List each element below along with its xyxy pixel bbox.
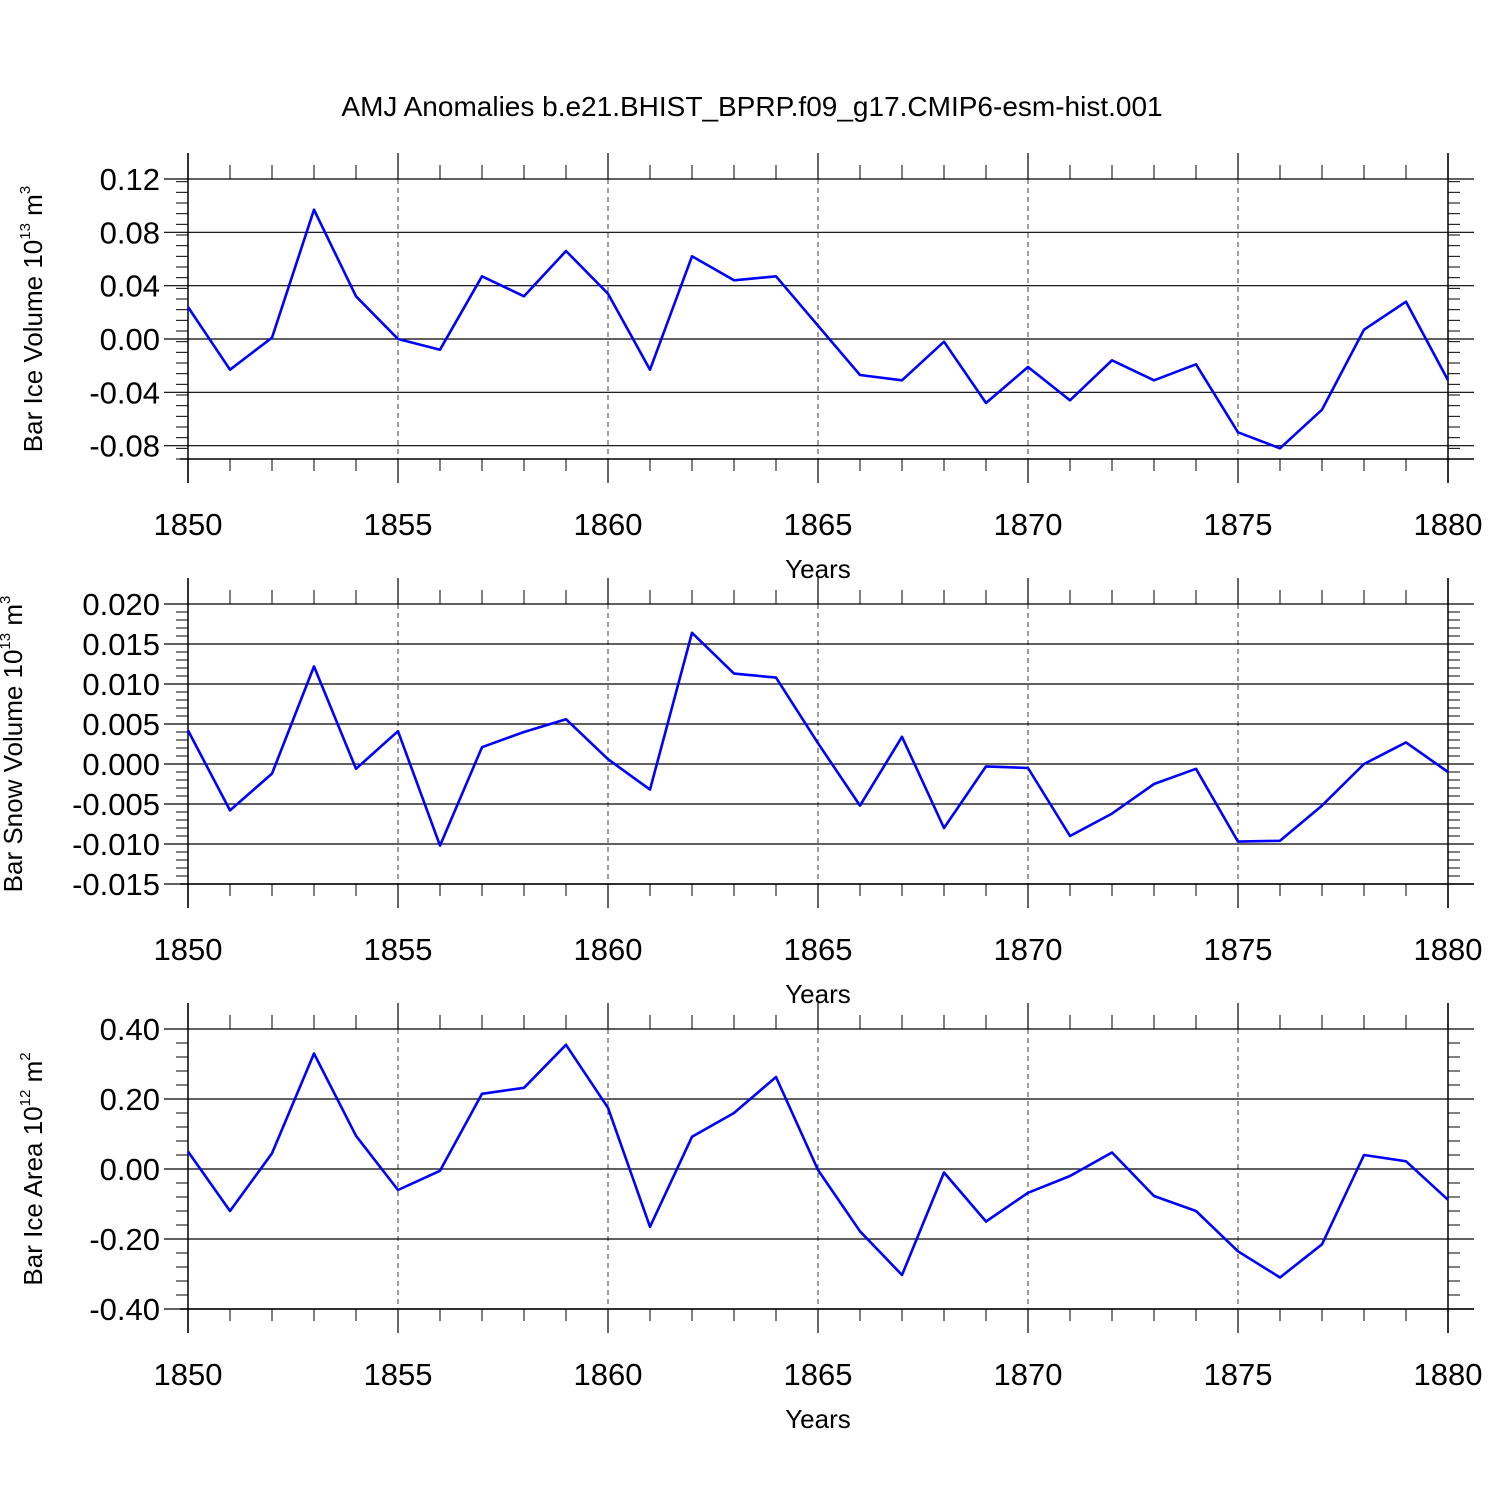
y-tick-label: 0.000	[82, 747, 160, 782]
y-axis-label-unit: m	[18, 1061, 48, 1090]
x-tick-label: 1865	[784, 932, 853, 967]
x-tick-label: 1875	[1204, 507, 1273, 542]
y-axis-label-unit-exponent: 2	[17, 1052, 34, 1060]
x-tick-label: 1860	[574, 932, 643, 967]
x-tick-label: 1875	[1204, 932, 1273, 967]
x-tick-label: 1850	[154, 1357, 223, 1392]
x-tick-label: 1850	[154, 507, 223, 542]
y-tick-label: -0.20	[89, 1222, 160, 1257]
x-tick-label: 1880	[1414, 932, 1483, 967]
y-tick-label: 0.005	[82, 707, 160, 742]
x-tick-label: 1870	[994, 507, 1063, 542]
y-tick-label: 0.015	[82, 627, 160, 662]
x-tick-label: 1855	[364, 1357, 433, 1392]
ice-area-panel: 0.40 0.20 0.00 -0.20 -0.40 1850 1855 1860 1865 18…	[17, 1003, 1482, 1434]
y-tick-label: 0.020	[82, 587, 160, 622]
y-axis-label-exponent: 13	[17, 223, 34, 240]
x-tick-label: 1850	[154, 932, 223, 967]
y-axis-label-unit-exponent: 3	[17, 186, 34, 194]
y-tick-label: -0.04	[89, 375, 160, 410]
x-tick-label: 1870	[994, 932, 1063, 967]
y-axis-label-unit-exponent: 3	[0, 596, 14, 604]
y-axis-label-unit: m	[0, 604, 28, 633]
y-tick-label: 0.00	[100, 1152, 160, 1187]
y-tick-label: 0.010	[82, 667, 160, 702]
snow-volume-panel: 0.020 0.015 0.010 0.005 0.000 -0.005 -0.010 -0.…	[0, 578, 1482, 1009]
x-tick-label: 1880	[1414, 507, 1483, 542]
y-tick-label: 0.12	[100, 162, 160, 197]
y-axis-label: Bar Ice Volume 1013 m3	[17, 186, 48, 452]
y-tick-label: -0.005	[72, 787, 160, 822]
x-tick-label: 1855	[364, 507, 433, 542]
x-tick-label: 1875	[1204, 1357, 1273, 1392]
y-axis-label-exponent: 12	[17, 1090, 34, 1107]
y-axis-label: Bar Ice Area 1012 m2	[17, 1052, 48, 1285]
series-line	[186, 1043, 1449, 1279]
y-axis-label-text: Bar Ice Area 10	[18, 1106, 48, 1285]
y-tick-label: -0.015	[72, 867, 160, 902]
y-tick-label: -0.010	[72, 827, 160, 862]
x-tick-label: 1860	[574, 1357, 643, 1392]
y-axis-label-text: Bar Snow Volume 10	[0, 650, 28, 893]
y-tick-label: -0.40	[89, 1292, 160, 1327]
y-tick-label: -0.08	[89, 429, 160, 464]
x-tick-label: 1860	[574, 507, 643, 542]
y-axis-label: Bar Snow Volume 1013 m3	[0, 596, 28, 893]
ice-volume-panel: 0.12 0.08 0.04 0.00 -0.04 -0.08 1850 1855 1860 18…	[17, 153, 1482, 584]
y-tick-label: 0.40	[100, 1012, 160, 1047]
y-axis-label-exponent: 13	[0, 633, 14, 650]
figure-title: AMJ Anomalies b.e21.BHIST_BPRP.f09_g17.C…	[341, 91, 1162, 122]
x-tick-label: 1880	[1414, 1357, 1483, 1392]
series-line	[186, 631, 1449, 847]
y-tick-label: 0.08	[100, 215, 160, 250]
x-tick-label: 1855	[364, 932, 433, 967]
y-tick-label: 0.04	[100, 269, 160, 304]
x-axis-label: Years	[785, 1404, 851, 1434]
y-axis-label-text: Bar Ice Volume 10	[18, 240, 48, 452]
y-tick-label: 0.00	[100, 322, 160, 357]
series-line	[186, 208, 1450, 450]
y-tick-label: 0.20	[100, 1082, 160, 1117]
y-axis-label-unit: m	[18, 194, 48, 223]
x-tick-label: 1870	[994, 1357, 1063, 1392]
x-tick-label: 1865	[784, 507, 853, 542]
x-tick-label: 1865	[784, 1357, 853, 1392]
